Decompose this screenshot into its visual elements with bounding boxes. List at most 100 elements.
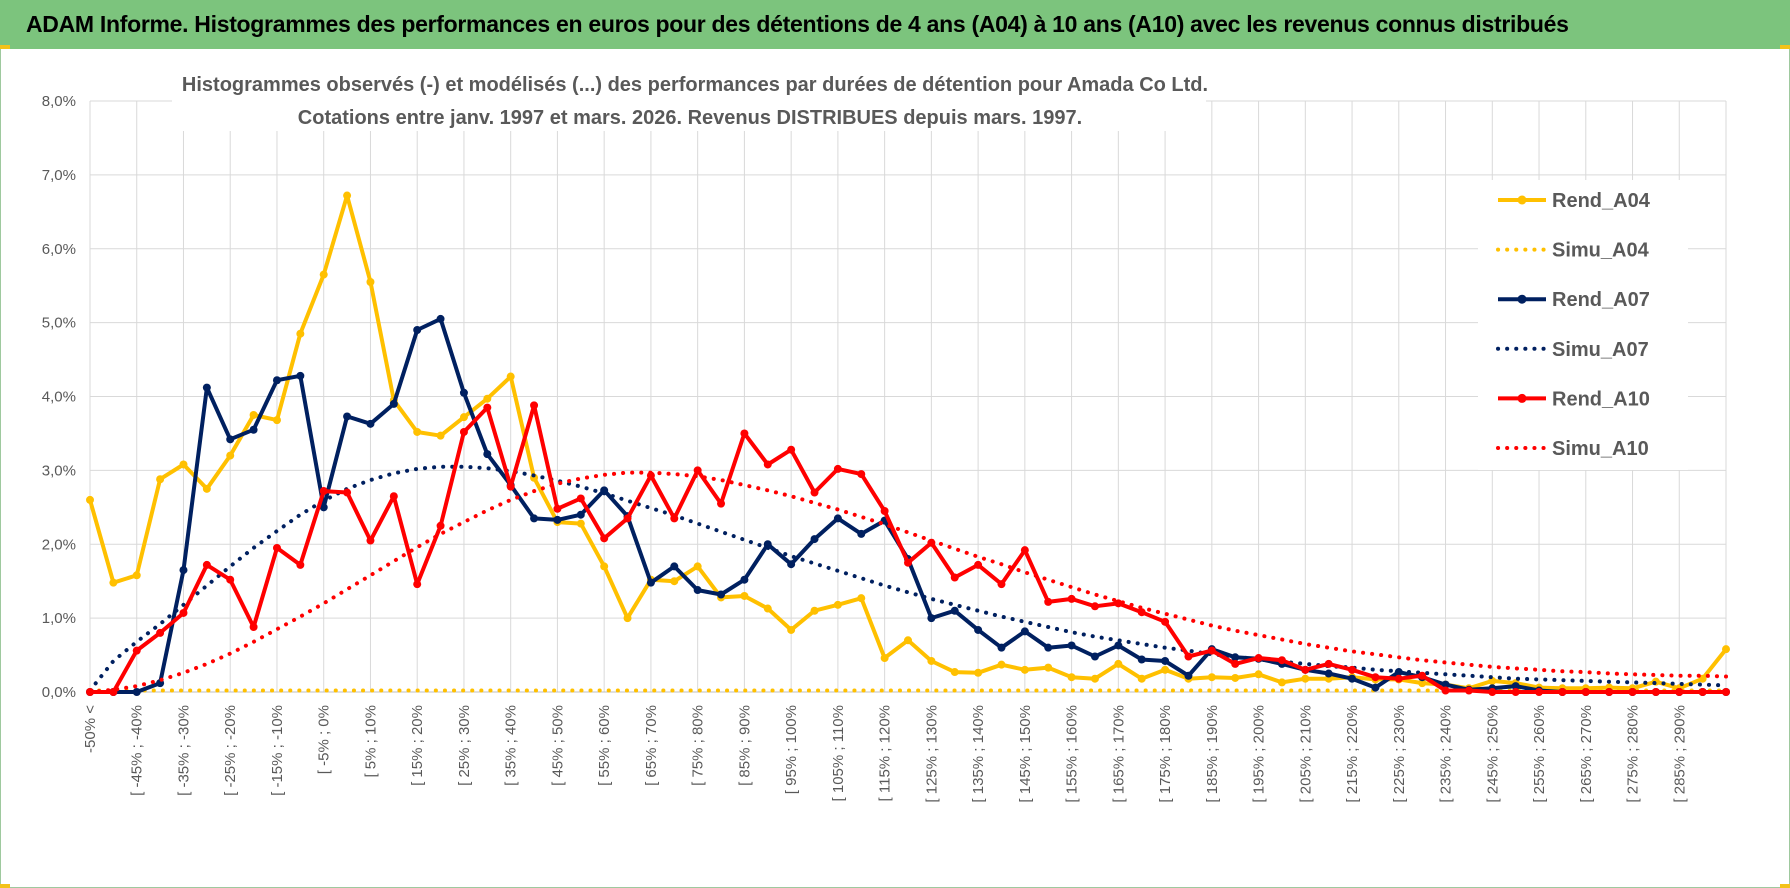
- data-point: [202, 484, 211, 493]
- data-point: [1137, 608, 1146, 617]
- data-point: [459, 427, 468, 436]
- legend-item-simu-a04: Simu_A04: [1496, 240, 1650, 262]
- data-point: [623, 514, 632, 523]
- data-point: [319, 487, 328, 496]
- data-point: [366, 536, 375, 545]
- data-point: [857, 529, 866, 538]
- y-tick-label: 1,0%: [42, 610, 76, 627]
- data-point: [1535, 688, 1544, 696]
- x-tick-label: [ 125% ; 130%: [923, 705, 940, 803]
- corner-mark-left: [0, 45, 10, 49]
- x-tick-label: [ 85% ; 90%: [736, 705, 753, 786]
- data-point: [1184, 671, 1193, 680]
- data-point: [857, 594, 866, 603]
- data-point: [483, 450, 492, 459]
- data-point: [179, 460, 188, 469]
- data-point: [506, 482, 515, 491]
- legend: Rend_A04 Simu_A04 Rend_A07 Simu_A07 Rend_A10…: [1478, 180, 1688, 470]
- data-point: [389, 399, 398, 408]
- x-tick-label: [ 5% ; 10%: [362, 705, 379, 778]
- x-tick-label: [ -25% ; -20%: [222, 705, 239, 796]
- x-tick-label: [ 135% ; 140%: [970, 705, 987, 803]
- data-point: [1044, 663, 1053, 672]
- data-point: [249, 622, 258, 631]
- data-point: [483, 394, 492, 403]
- data-point: [670, 514, 679, 523]
- data-point: [717, 499, 726, 508]
- data-point: [202, 560, 211, 569]
- data-point: [1277, 656, 1286, 665]
- data-point: [1324, 669, 1333, 678]
- data-point: [1254, 670, 1263, 679]
- y-tick-label: 5,0%: [42, 315, 76, 332]
- x-tick-label: [ 35% ; 40%: [503, 705, 520, 786]
- data-point: [810, 535, 819, 544]
- data-point: [1698, 688, 1707, 696]
- legend-item-simu-a07: Simu_A07: [1496, 339, 1649, 361]
- x-tick-label: [ 45% ; 50%: [549, 705, 566, 786]
- legend-marker: [1517, 294, 1527, 304]
- data-point: [132, 646, 141, 655]
- data-point: [1207, 646, 1216, 655]
- x-tick-label: [ 15% ; 20%: [409, 705, 426, 786]
- x-tick-label: [ 195% ; 200%: [1251, 705, 1268, 803]
- data-point: [1090, 602, 1099, 611]
- data-point: [787, 560, 796, 569]
- data-point: [483, 403, 492, 412]
- data-point: [366, 277, 375, 286]
- data-point: [1184, 652, 1193, 661]
- data-point: [319, 503, 328, 512]
- data-point: [927, 614, 936, 623]
- data-point: [1418, 679, 1427, 688]
- data-point: [1020, 665, 1029, 674]
- series-group: [86, 191, 1730, 696]
- data-point: [576, 494, 585, 503]
- data-point: [86, 495, 94, 504]
- data-point: [296, 371, 305, 380]
- legend-marker: [1517, 393, 1527, 403]
- data-point: [319, 270, 328, 279]
- data-point: [1581, 688, 1590, 696]
- data-point: [156, 628, 165, 637]
- data-point: [156, 475, 165, 484]
- data-point: [1371, 673, 1380, 682]
- data-point: [974, 560, 983, 569]
- data-point: [880, 507, 889, 516]
- data-point: [1605, 688, 1614, 696]
- x-tick-label: [ 255% ; 260%: [1531, 705, 1548, 803]
- data-point: [413, 580, 422, 589]
- data-point: [1161, 656, 1170, 665]
- data-point: [1020, 627, 1029, 636]
- x-tick-label: [ -5% ; 0%: [316, 705, 333, 774]
- data-point: [787, 445, 796, 454]
- legend-label: Rend_A07: [1552, 289, 1650, 311]
- data-point: [600, 486, 609, 495]
- chart-title-line-1: Histogrammes observés (-) et modélisés (…: [182, 74, 1208, 96]
- x-tick-label: [ 55% ; 60%: [596, 705, 613, 786]
- data-point: [810, 488, 819, 497]
- data-point: [576, 519, 585, 528]
- data-point: [1114, 659, 1123, 668]
- data-point: [202, 383, 211, 392]
- data-point: [1348, 665, 1357, 674]
- data-point: [249, 425, 258, 434]
- data-point: [927, 656, 936, 665]
- data-point: [693, 562, 702, 571]
- series-line: [88, 470, 1728, 694]
- data-point: [1231, 673, 1240, 682]
- data-point: [904, 636, 912, 645]
- x-tick-label: [ 115% ; 120%: [877, 705, 894, 801]
- data-point: [1067, 673, 1076, 682]
- data-point: [1301, 665, 1310, 674]
- data-point: [787, 625, 796, 634]
- data-point: [226, 435, 235, 444]
- data-point: [553, 515, 562, 524]
- y-tick-label: 8,0%: [42, 93, 76, 110]
- series-line: [88, 464, 1728, 693]
- data-point: [436, 314, 445, 323]
- data-point: [1161, 617, 1170, 626]
- data-point: [670, 577, 679, 586]
- data-point: [272, 376, 281, 385]
- corner-mark-bottom-right: [1780, 884, 1790, 888]
- data-point: [436, 521, 445, 530]
